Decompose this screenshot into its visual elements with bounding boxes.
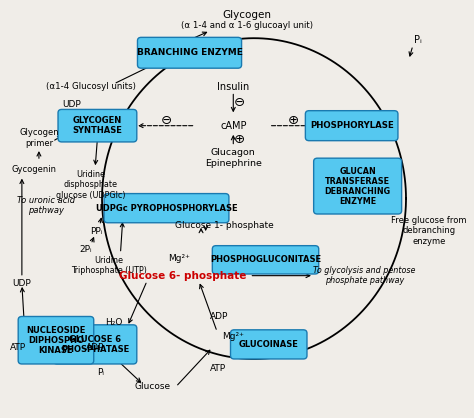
Text: PHOSPHOGLUCONITASE: PHOSPHOGLUCONITASE [210, 255, 321, 264]
Text: 2Pᵢ: 2Pᵢ [80, 245, 92, 254]
Text: PHOSPHORYLASE: PHOSPHORYLASE [310, 121, 393, 130]
Text: ATP: ATP [210, 364, 226, 372]
Text: Uridine
Triphosphate (UTP): Uridine Triphosphate (UTP) [71, 255, 147, 275]
Text: cAMP: cAMP [220, 121, 246, 131]
Text: Pᵢ: Pᵢ [98, 368, 105, 377]
Text: Glucose 1- phosphate: Glucose 1- phosphate [175, 221, 273, 230]
Text: Mg²⁺: Mg²⁺ [168, 255, 191, 263]
Text: Glucose: Glucose [135, 382, 171, 391]
Text: Free glucose from
debranching
enzyme: Free glucose from debranching enzyme [391, 216, 467, 245]
Text: GLUCAN
TRANSFERASE
DEBRANCHING
ENZYME: GLUCAN TRANSFERASE DEBRANCHING ENZYME [325, 166, 391, 206]
Text: ⊕: ⊕ [234, 133, 246, 145]
Text: Glycogen
primer: Glycogen primer [19, 128, 59, 148]
Text: NUCLEOSIDE
DIPHOSPHO
KINASE: NUCLEOSIDE DIPHOSPHO KINASE [26, 326, 86, 355]
Text: ATP: ATP [9, 343, 26, 352]
Text: Glycogen: Glycogen [223, 10, 272, 20]
Text: PPᵢ: PPᵢ [91, 227, 103, 236]
Text: BRANCHING ENZYME: BRANCHING ENZYME [137, 48, 243, 57]
FancyBboxPatch shape [137, 37, 242, 68]
Text: Insulin: Insulin [217, 82, 249, 92]
Text: GLUCOINASE: GLUCOINASE [239, 340, 299, 349]
Text: GLUCOSE 6
PHOSPHATASE: GLUCOSE 6 PHOSPHATASE [61, 335, 129, 354]
Text: ⊖: ⊖ [161, 114, 172, 127]
Text: UDP: UDP [63, 99, 82, 109]
Text: Mg²⁺: Mg²⁺ [222, 331, 244, 341]
Text: UDPGc PYROPHOSPHORYLASE: UDPGc PYROPHOSPHORYLASE [96, 204, 237, 213]
Text: (α1-4 Glucosyl units): (α1-4 Glucosyl units) [46, 82, 136, 91]
FancyBboxPatch shape [230, 330, 307, 359]
Text: ⊖: ⊖ [234, 96, 245, 109]
Text: To glycolysis and pentose
phosphate pathway: To glycolysis and pentose phosphate path… [313, 266, 416, 285]
FancyBboxPatch shape [212, 246, 319, 274]
Text: Pᵢ: Pᵢ [414, 35, 421, 45]
FancyBboxPatch shape [305, 111, 398, 141]
FancyBboxPatch shape [54, 325, 137, 364]
Text: H₂O: H₂O [105, 318, 122, 327]
FancyBboxPatch shape [104, 194, 229, 223]
Text: ADP: ADP [210, 311, 228, 321]
Text: Uridine
disphosphate
glucose (UDPGlc): Uridine disphosphate glucose (UDPGlc) [56, 170, 125, 200]
Text: ADP: ADP [86, 343, 105, 352]
FancyBboxPatch shape [18, 316, 94, 364]
Text: (α 1-4 and α 1-6 glucoayl unit): (α 1-4 and α 1-6 glucoayl unit) [181, 21, 313, 30]
Text: Glucagon
Epinephrine: Glucagon Epinephrine [205, 148, 262, 168]
Text: Glucose 6- phosphate: Glucose 6- phosphate [119, 271, 246, 280]
FancyBboxPatch shape [314, 158, 401, 214]
FancyBboxPatch shape [58, 110, 137, 142]
Text: UDP: UDP [12, 280, 31, 288]
Text: Gycogenin: Gycogenin [12, 165, 57, 174]
Text: GLYCOGEN
SYNTHASE: GLYCOGEN SYNTHASE [73, 116, 122, 135]
Text: To uronic acid
pathway: To uronic acid pathway [17, 196, 75, 215]
Text: ⊕: ⊕ [288, 114, 299, 127]
